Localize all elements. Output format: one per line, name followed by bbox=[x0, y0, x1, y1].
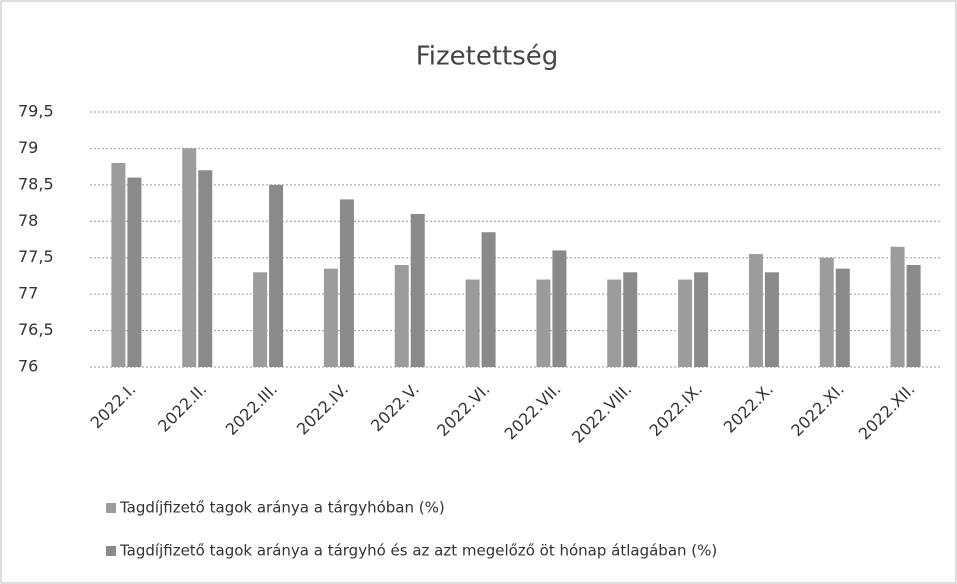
y-tick-label: 79 bbox=[18, 138, 38, 157]
bar bbox=[127, 177, 142, 367]
y-tick-label: 78,5 bbox=[18, 174, 54, 193]
bar bbox=[253, 272, 268, 367]
legend-label: Tagdíjfizető tagok aránya a tárgyhó és a… bbox=[119, 542, 717, 560]
bar bbox=[111, 163, 126, 367]
y-tick-label: 78 bbox=[18, 211, 38, 230]
bar bbox=[764, 272, 779, 367]
bar bbox=[339, 199, 354, 367]
bar bbox=[465, 279, 480, 367]
chart-title: Fizetettség bbox=[416, 42, 559, 72]
y-tick-label: 79,5 bbox=[18, 102, 54, 121]
y-tick-label: 76 bbox=[18, 357, 38, 376]
bar bbox=[607, 279, 622, 367]
bar bbox=[819, 257, 834, 367]
bar bbox=[552, 250, 567, 367]
bar bbox=[269, 184, 284, 367]
bar bbox=[323, 268, 338, 367]
y-tick-label: 76,5 bbox=[18, 320, 54, 339]
bar bbox=[410, 214, 425, 367]
bar bbox=[536, 279, 551, 367]
bar bbox=[835, 268, 850, 367]
bar bbox=[623, 272, 638, 367]
y-tick-label: 77,5 bbox=[18, 247, 54, 266]
legend-label: Tagdíjfizető tagok aránya a tárgyhóban (… bbox=[119, 499, 445, 517]
bar bbox=[906, 265, 921, 367]
y-tick-label: 77 bbox=[18, 284, 38, 303]
legend-swatch bbox=[106, 503, 116, 513]
bar bbox=[694, 272, 709, 367]
bar bbox=[890, 246, 905, 367]
bar bbox=[182, 148, 197, 367]
bar bbox=[198, 170, 213, 367]
bar bbox=[748, 254, 763, 367]
bar bbox=[678, 279, 693, 367]
bar bbox=[394, 265, 409, 367]
bar bbox=[481, 232, 496, 367]
legend-swatch bbox=[106, 546, 116, 556]
